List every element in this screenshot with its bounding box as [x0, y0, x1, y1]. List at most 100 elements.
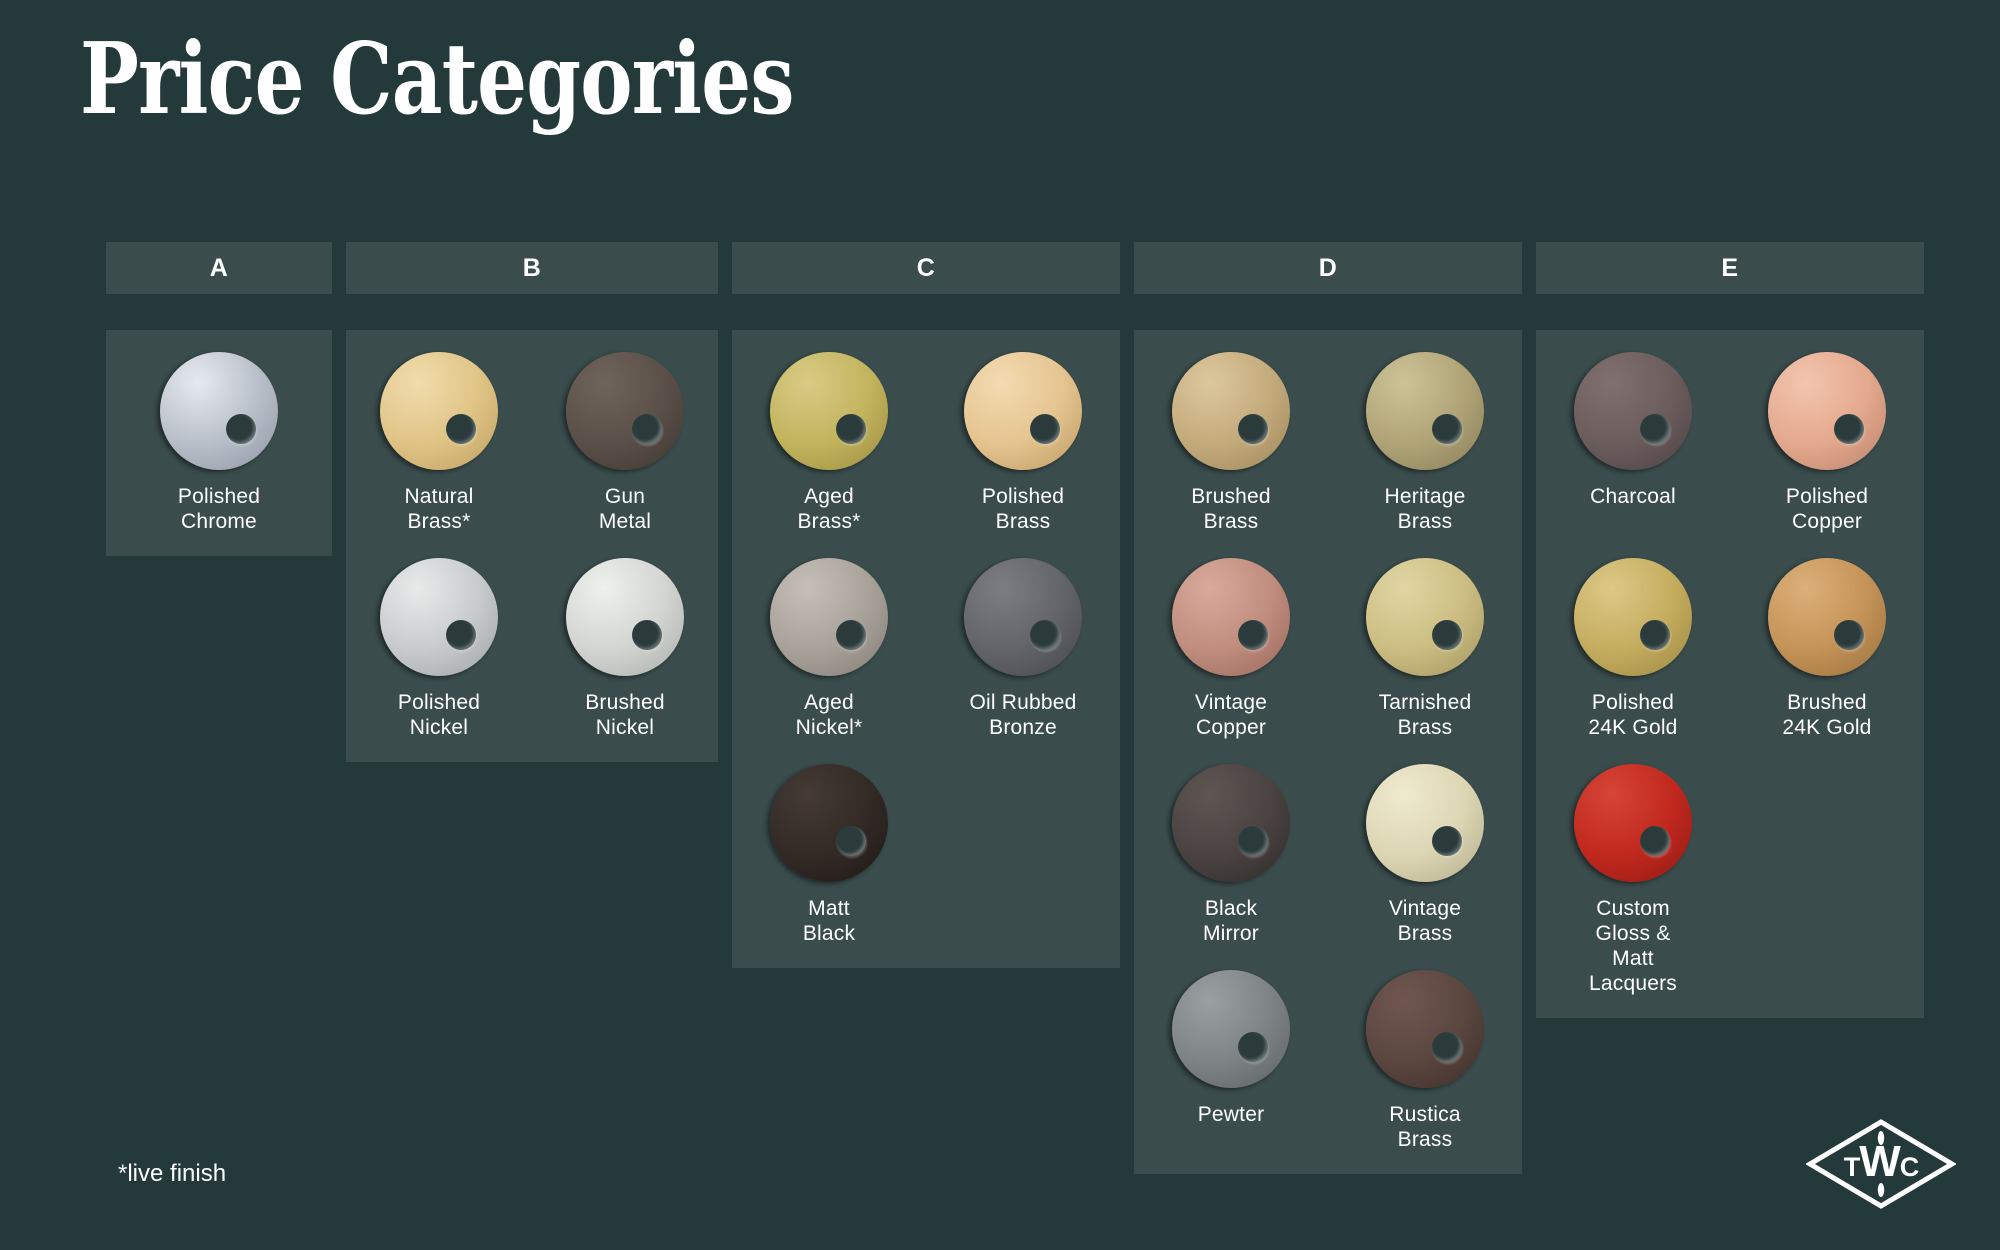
category-header-b: B — [346, 242, 718, 294]
swatch-cell[interactable]: Aged Nickel* — [732, 558, 926, 740]
disc-hole — [836, 414, 866, 444]
disc-hole — [836, 826, 866, 856]
swatch-label: Polished Copper — [1785, 485, 1869, 533]
swatch-label: Polished Nickel — [397, 691, 481, 739]
finish-disc — [964, 558, 1082, 676]
swatch-cell[interactable]: Oil Rubbed Bronze — [926, 558, 1120, 740]
disc-hole — [446, 414, 476, 444]
disc-hole — [1834, 414, 1864, 444]
disc-hole — [1238, 826, 1268, 856]
disc-face — [1172, 970, 1290, 1088]
disc-hole — [1432, 1032, 1462, 1062]
disc-hole — [1834, 620, 1864, 650]
swatch-label: Rustica Brass — [1389, 1103, 1461, 1151]
swatch-cell[interactable]: Gun Metal — [532, 352, 718, 534]
disc-face — [1366, 558, 1484, 676]
category-column-e: Charcoal Polished Copper Polished 24K Gold… — [1536, 330, 1924, 1018]
disc-face — [1768, 558, 1886, 676]
disc-hole — [1640, 414, 1670, 444]
disc-face — [770, 558, 888, 676]
disc-hole — [1238, 414, 1268, 444]
disc-face — [380, 558, 498, 676]
category-column-a: Polished Chrome — [106, 330, 332, 556]
swatch-grid-b: Natural Brass* Gun Metal Polished Nickel Br… — [346, 352, 718, 740]
swatch-cell[interactable]: Aged Brass* — [732, 352, 926, 534]
disc-hole — [446, 620, 476, 650]
swatch-label: Pewter — [1197, 1103, 1265, 1126]
finish-disc — [1768, 352, 1886, 470]
swatch-label: Polished Brass — [981, 485, 1065, 533]
swatch-label: Brushed Brass — [1191, 485, 1271, 533]
disc-face — [380, 352, 498, 470]
swatch-label: Polished 24K Gold — [1588, 691, 1678, 739]
swatch-cell[interactable]: Tarnished Brass — [1328, 558, 1522, 740]
disc-hole — [1432, 414, 1462, 444]
finish-disc — [770, 558, 888, 676]
swatch-cell[interactable]: Polished Brass — [926, 352, 1120, 534]
swatch-label: Charcoal — [1590, 485, 1676, 508]
swatch-cell[interactable]: Rustica Brass — [1328, 970, 1522, 1152]
category-header-e: E — [1536, 242, 1924, 294]
swatch-cell[interactable]: Black Mirror — [1134, 764, 1328, 946]
swatch-cell[interactable]: Brushed 24K Gold — [1730, 558, 1924, 740]
finish-disc — [1366, 764, 1484, 882]
disc-face — [1574, 764, 1692, 882]
swatch-cell[interactable]: Charcoal — [1536, 352, 1730, 534]
finish-disc — [380, 558, 498, 676]
disc-face — [1366, 764, 1484, 882]
finish-disc — [1574, 764, 1692, 882]
twc-logo: TWC — [1806, 1119, 1956, 1209]
disc-hole — [836, 620, 866, 650]
finish-disc — [1366, 558, 1484, 676]
category-header-c: C — [732, 242, 1120, 294]
finish-disc — [1574, 352, 1692, 470]
page-title: Price Categories — [80, 22, 794, 137]
swatch-label: Brushed 24K Gold — [1782, 691, 1872, 739]
swatch-cell[interactable]: Polished Nickel — [346, 558, 532, 740]
swatch-cell[interactable]: Polished Chrome — [106, 352, 332, 534]
swatch-cell[interactable]: Pewter — [1134, 970, 1328, 1152]
disc-face — [1366, 352, 1484, 470]
swatch-cell[interactable]: Natural Brass* — [346, 352, 532, 534]
finish-disc — [770, 352, 888, 470]
category-header-d: D — [1134, 242, 1522, 294]
swatch-cell[interactable]: Polished 24K Gold — [1536, 558, 1730, 740]
category-column-c: Aged Brass* Polished Brass Aged Nickel* Oil… — [732, 330, 1120, 968]
category-column-d: Brushed Brass Heritage Brass Vintage Coppe… — [1134, 330, 1522, 1174]
swatch-grid-a: Polished Chrome — [106, 352, 332, 534]
disc-face — [1574, 558, 1692, 676]
category-columns: Polished Chrome Natural Brass* Gun Metal P… — [106, 330, 1924, 1174]
disc-face — [964, 558, 1082, 676]
swatch-cell[interactable]: Custom Gloss & Matt Lacquers — [1536, 764, 1730, 996]
disc-face — [1172, 352, 1290, 470]
disc-hole — [1432, 826, 1462, 856]
swatch-cell[interactable]: Heritage Brass — [1328, 352, 1522, 534]
disc-face — [1768, 352, 1886, 470]
swatch-cell[interactable]: Matt Black — [732, 764, 926, 946]
disc-hole — [1030, 620, 1060, 650]
disc-face — [770, 352, 888, 470]
disc-hole — [1030, 414, 1060, 444]
category-header-a: A — [106, 242, 332, 294]
swatch-label: Aged Nickel* — [795, 691, 863, 739]
finish-disc — [770, 764, 888, 882]
swatch-cell[interactable]: Vintage Brass — [1328, 764, 1522, 946]
swatch-cell[interactable]: Brushed Nickel — [532, 558, 718, 740]
swatch-label: Oil Rubbed Bronze — [969, 691, 1077, 739]
disc-hole — [632, 620, 662, 650]
disc-face — [1366, 970, 1484, 1088]
disc-hole — [1238, 1032, 1268, 1062]
finish-disc — [1172, 558, 1290, 676]
swatch-cell[interactable]: Brushed Brass — [1134, 352, 1328, 534]
swatch-cell[interactable]: Vintage Copper — [1134, 558, 1328, 740]
disc-hole — [1640, 620, 1670, 650]
swatch-label: Brushed Nickel — [585, 691, 665, 739]
finish-disc — [566, 352, 684, 470]
finish-disc — [1172, 764, 1290, 882]
finish-disc — [160, 352, 278, 470]
swatch-grid-c: Aged Brass* Polished Brass Aged Nickel* Oil… — [732, 352, 1120, 946]
finish-disc — [1172, 970, 1290, 1088]
swatch-cell[interactable]: Polished Copper — [1730, 352, 1924, 534]
finish-disc — [1366, 970, 1484, 1088]
